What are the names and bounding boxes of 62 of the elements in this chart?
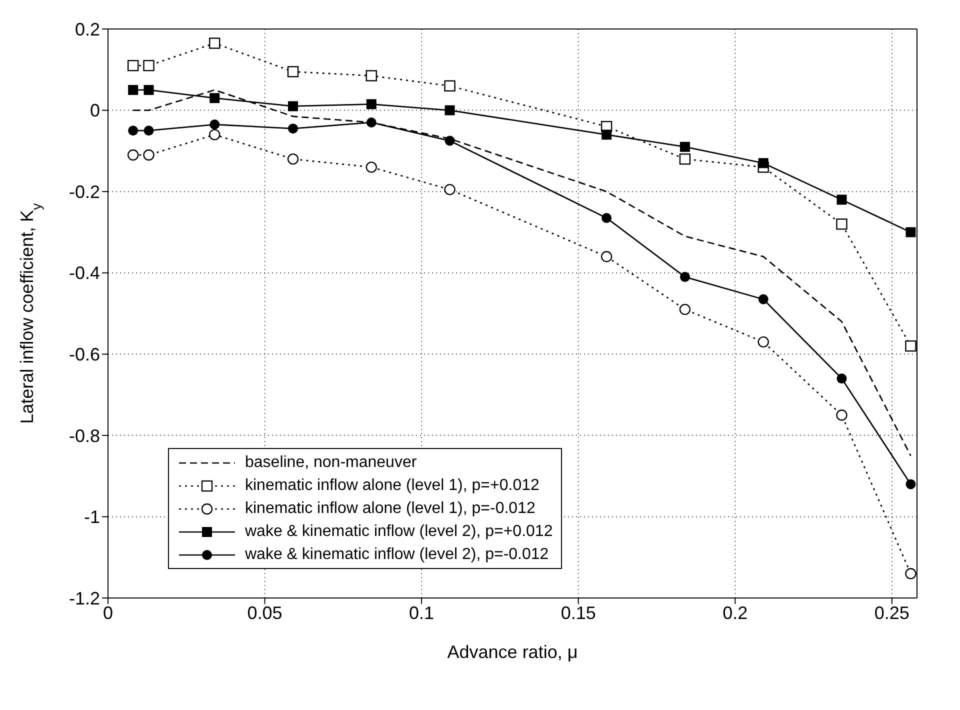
point	[209, 38, 220, 49]
point	[210, 120, 220, 130]
point	[366, 70, 377, 82]
point	[680, 142, 690, 152]
y-tick-label: -0.6	[68, 344, 100, 365]
x-tick-label: 0.2	[722, 602, 748, 623]
point	[143, 60, 154, 72]
point	[210, 93, 220, 104]
y-tick-label: -0.2	[68, 182, 100, 202]
legend-label: wake & kinematic inflow (level 2), p=-0.012	[245, 546, 549, 564]
point	[758, 158, 768, 168]
point	[127, 149, 139, 161]
point	[602, 130, 612, 140]
legend-label: baseline, non-maneuver	[245, 454, 417, 472]
x-tick-label: 0.15	[560, 602, 596, 623]
point	[366, 162, 377, 173]
point	[366, 117, 376, 128]
y-tick-label: 0.2	[74, 19, 100, 40]
point	[836, 374, 847, 384]
x-tick-label: 0.25	[874, 602, 910, 623]
point	[288, 101, 298, 112]
point	[679, 153, 691, 165]
x-tick-label: 0.05	[247, 602, 282, 623]
point	[144, 126, 154, 136]
point	[366, 99, 376, 110]
point	[144, 84, 154, 95]
legend-label: kinematic inflow alone (level 1), p=-0.012	[245, 500, 536, 518]
y-tick-label: -1	[84, 507, 100, 528]
point	[444, 184, 456, 196]
legend-label: wake & kinematic inflow (level 2), p=+0.012	[245, 522, 553, 540]
point	[444, 105, 455, 116]
point	[143, 149, 154, 161]
point	[906, 479, 916, 490]
y-tick-label: -0.8	[68, 426, 100, 446]
point	[836, 410, 848, 421]
point	[758, 294, 768, 304]
y-tick-label: 0	[90, 100, 100, 121]
x-axis-title: Advance ratio, μ	[447, 642, 578, 662]
point	[679, 304, 691, 316]
y-tick-label: -1.2	[68, 588, 100, 608]
point	[128, 126, 138, 136]
point	[209, 129, 220, 140]
point	[288, 124, 298, 134]
point	[836, 194, 847, 205]
point	[444, 136, 455, 146]
x-tick-label: 0.1	[409, 602, 434, 623]
point	[680, 272, 690, 282]
point	[758, 336, 769, 348]
point	[287, 153, 299, 165]
point	[444, 80, 456, 92]
point	[287, 66, 299, 78]
point	[905, 340, 916, 352]
point	[836, 218, 848, 230]
point	[127, 60, 139, 72]
x-tick-label: 0	[102, 602, 114, 623]
legend-label: kinematic inflow alone (level 1), p=+0.012	[245, 476, 540, 494]
y-tick-label: -0.4	[68, 263, 100, 284]
point	[600, 251, 612, 262]
point	[128, 84, 138, 95]
point	[906, 227, 916, 238]
point	[602, 212, 612, 223]
point	[905, 568, 916, 580]
